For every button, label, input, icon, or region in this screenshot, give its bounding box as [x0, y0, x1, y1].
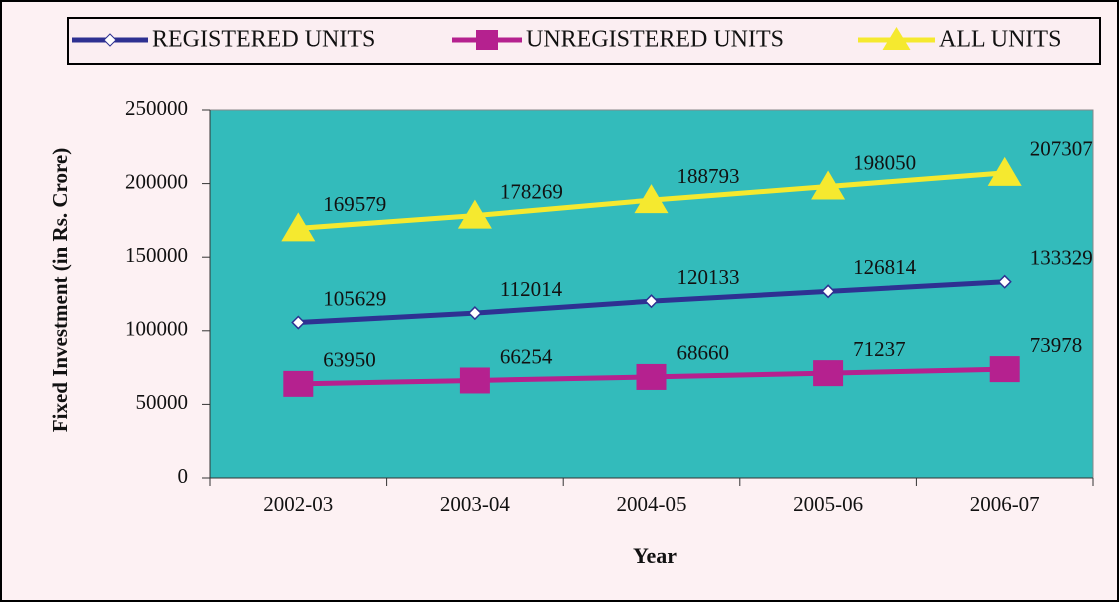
value-label: 188793: [677, 164, 740, 188]
point: [644, 294, 659, 309]
y-tick-label: 200000: [125, 169, 188, 193]
legend-marker: [882, 27, 911, 50]
x-tick-label: 2004-05: [617, 492, 687, 516]
point: [634, 184, 669, 214]
legend-marker: [476, 30, 498, 50]
value-label: 68660: [677, 341, 730, 365]
point: [281, 212, 316, 242]
value-label: 198050: [853, 150, 916, 174]
x-tick-label: 2005-06: [793, 492, 863, 516]
value-label: 207307: [1030, 137, 1093, 161]
value-label: 71237: [853, 337, 906, 361]
point: [811, 170, 846, 200]
value-label: 133329: [1030, 246, 1093, 270]
y-tick-label: 100000: [125, 317, 188, 341]
y-tick-label: 50000: [136, 390, 189, 414]
y-axis-label: Fixed Investment (in Rs. Crore): [48, 148, 72, 432]
y-tick-label: 150000: [125, 243, 188, 267]
value-label: 63950: [323, 348, 376, 372]
point: [987, 156, 1022, 186]
point: [467, 306, 482, 321]
value-label: 73978: [1030, 333, 1083, 357]
value-label: 178269: [500, 179, 563, 203]
legend-marker: [103, 33, 117, 47]
x-tick-label: 2006-07: [970, 492, 1040, 516]
point: [997, 274, 1012, 289]
point: [457, 199, 492, 229]
value-label: 120133: [677, 265, 740, 289]
x-tick-label: 2002-03: [263, 492, 333, 516]
value-label: 66254: [500, 344, 553, 368]
x-tick-label: 2003-04: [440, 492, 510, 516]
point: [283, 370, 314, 397]
legend-label: ALL UNITS: [939, 27, 1061, 53]
point: [989, 356, 1020, 383]
plot-area: [209, 109, 1094, 479]
point: [821, 284, 836, 299]
point: [813, 360, 844, 387]
value-label: 112014: [500, 277, 563, 301]
y-tick-label: 250000: [125, 96, 188, 120]
legend-label: REGISTERED UNITS: [152, 27, 375, 53]
y-tick-label: 0: [178, 464, 189, 488]
legend-label: UNREGISTERED UNITS: [526, 27, 784, 53]
value-label: 105629: [323, 286, 386, 310]
value-label: 169579: [323, 192, 386, 216]
point: [636, 363, 667, 390]
point: [291, 315, 306, 330]
point: [459, 367, 490, 394]
x-axis-label: Year: [633, 543, 677, 568]
value-label: 126814: [853, 255, 917, 279]
